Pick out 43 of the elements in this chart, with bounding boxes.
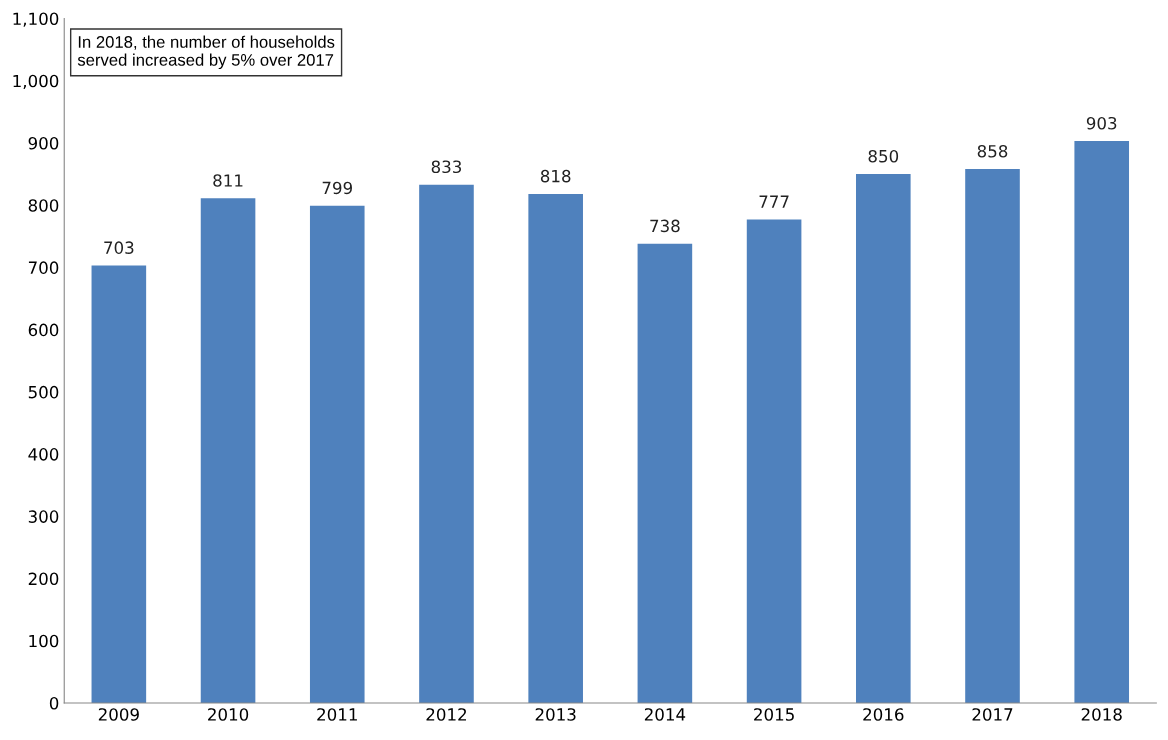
data-label: 811 bbox=[213, 174, 243, 187]
y-tick-label: 1,100 bbox=[13, 12, 59, 27]
data-label: 703 bbox=[104, 241, 134, 254]
data-label: 818 bbox=[540, 169, 571, 183]
data-label: 850 bbox=[868, 149, 899, 163]
bar bbox=[1074, 141, 1130, 703]
y-tick-label: 300 bbox=[28, 510, 59, 523]
bar bbox=[528, 193, 583, 703]
data-label: 858 bbox=[977, 144, 1008, 158]
x-tick-label: 2015 bbox=[754, 708, 794, 721]
x-tick-label: 2010 bbox=[208, 708, 249, 721]
x-tick-label: 2014 bbox=[644, 708, 686, 721]
y-tick-label: 600 bbox=[28, 323, 59, 337]
bar bbox=[419, 184, 474, 703]
x-tick-label: 2013 bbox=[535, 708, 576, 721]
y-tick-label: 700 bbox=[28, 261, 59, 274]
y-tick-label: 900 bbox=[28, 136, 59, 150]
bar bbox=[309, 205, 365, 703]
bar bbox=[965, 169, 1020, 703]
y-tick-label: 0 bbox=[49, 696, 59, 710]
x-tick-label: 2011 bbox=[317, 708, 357, 721]
y-tick-label: 500 bbox=[28, 385, 59, 399]
data-label: 833 bbox=[431, 160, 462, 174]
bar bbox=[200, 198, 256, 703]
bar bbox=[746, 219, 802, 703]
x-tick-label: 2017 bbox=[972, 708, 1013, 721]
bar bbox=[91, 265, 147, 703]
y-tick-label: 800 bbox=[28, 199, 59, 212]
y-tick-label: 1,000 bbox=[13, 74, 59, 89]
data-label: 777 bbox=[759, 195, 789, 208]
annotation: In 2018, the number of households served increased by 5% over 2017 bbox=[77, 35, 335, 70]
y-tick-label: 200 bbox=[28, 572, 59, 586]
x-tick-label: 2018 bbox=[1081, 708, 1122, 721]
x-tick-label: 2012 bbox=[426, 708, 467, 721]
x-tick-label: 2016 bbox=[863, 708, 904, 721]
data-label: 903 bbox=[1086, 116, 1117, 130]
x-tick-label: 2009 bbox=[98, 708, 139, 721]
y-tick-label: 100 bbox=[29, 634, 59, 648]
data-label: 799 bbox=[322, 181, 352, 195]
y-tick-label: 400 bbox=[28, 448, 59, 461]
bar bbox=[637, 243, 693, 703]
data-label: 738 bbox=[650, 219, 680, 233]
bar bbox=[856, 174, 911, 703]
